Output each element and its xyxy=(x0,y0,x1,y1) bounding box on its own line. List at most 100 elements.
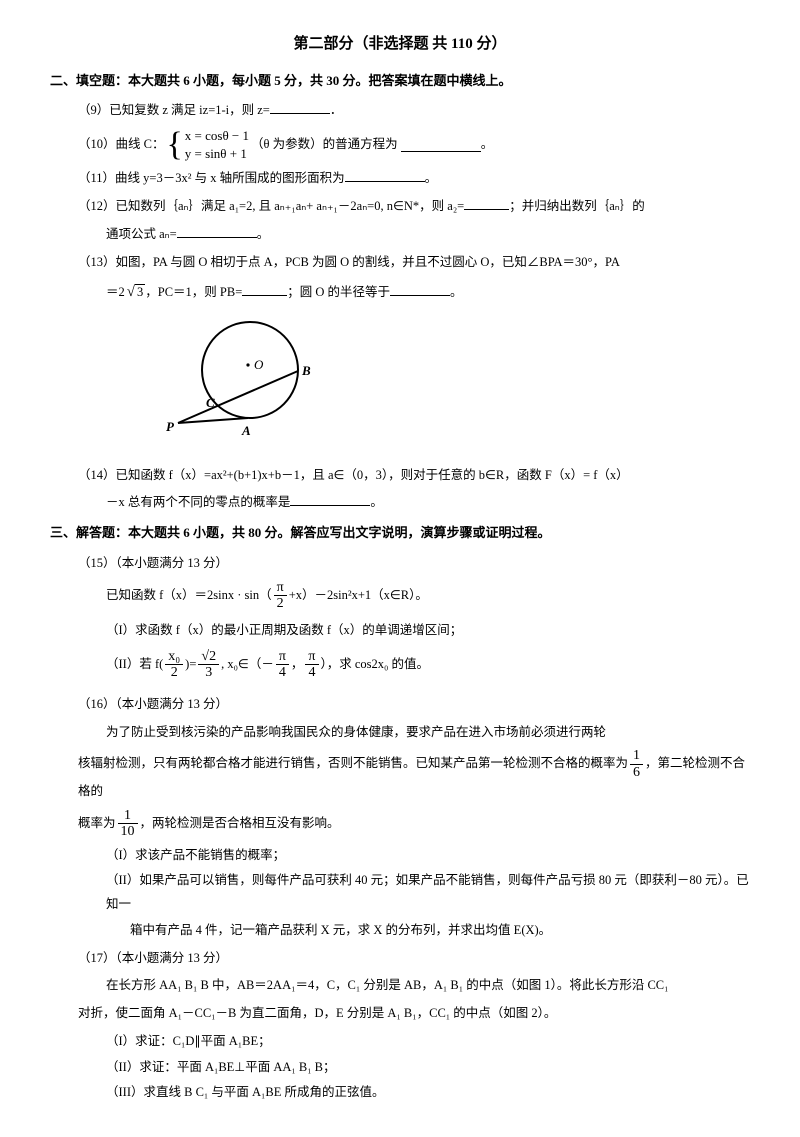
q12b: ；并归纳出数列｛aₙ｝的 xyxy=(509,199,645,213)
question-17-head: （17）（本小题满分 13 分） xyxy=(78,947,750,971)
t: , x₀∈（－ xyxy=(221,657,274,671)
q16-I: （I）求该产品不能销售的概率； xyxy=(106,844,750,868)
q17-I: （I）求证：C₁D∥平面 A₁BE； xyxy=(106,1030,750,1054)
sys-line-2: y = sinθ + 1 xyxy=(185,145,249,163)
fraction: x₀2 xyxy=(165,649,183,681)
question-15-head: （15）（本小题满分 13 分） xyxy=(78,552,750,576)
q15-b1-post: +x）－2sin²x+1（x∈R）。 xyxy=(289,587,428,601)
blank xyxy=(270,101,330,115)
label-P: P xyxy=(166,419,175,434)
blank xyxy=(401,138,481,152)
section-2-heading: 二、填空题：本大题共 6 小题，每小题 5 分，共 30 分。把答案填在题中横线… xyxy=(50,69,750,94)
question-12-line2: 通项公式 aₙ= 。 xyxy=(106,223,750,247)
sys-line-1: x = cosθ − 1 xyxy=(185,127,249,145)
q16-p1: 为了防止受到核污染的产品影响我国民众的身体健康，要求产品在进入市场前必须进行两轮 xyxy=(106,721,750,745)
q12c-tail: 。 xyxy=(257,227,270,241)
q16-p3: 概率为110，两轮检测是否合格相互没有影响。 xyxy=(78,808,750,840)
q13b-post: ，PC＝1，则 PB= xyxy=(145,285,242,299)
t: 概率为 xyxy=(78,816,116,830)
q15-b1-pre: 已知函数 f（x）＝2sinx · sin（ xyxy=(106,587,272,601)
den: 4 xyxy=(276,665,289,680)
section-3-heading: 三、解答题：本大题共 6 小题，共 80 分。解答应写出文字说明，演算步骤或证明… xyxy=(50,521,750,546)
part-title: 第二部分（非选择题 共 110 分） xyxy=(50,30,750,59)
blank xyxy=(345,169,425,183)
t: ），求 cos2x₀ 的值。 xyxy=(321,657,430,671)
fraction: 110 xyxy=(118,808,138,840)
q17-p1: 在长方形 AA₁ B₁ B 中，AB＝2AA₁＝4，C，C₁ 分别是 AB，A₁… xyxy=(106,974,750,998)
num: π xyxy=(276,649,289,665)
question-9: （9）已知复数 z 满足 iz=1-i，则 z= ． xyxy=(78,99,750,123)
q12c: 通项公式 aₙ= xyxy=(106,227,177,241)
radicand: 3 xyxy=(135,284,145,299)
question-13-line2: ＝23，PC＝1，则 PB=；圆 O 的半径等于。 xyxy=(106,278,750,307)
den: 4 xyxy=(305,665,318,680)
t: ，两轮检测是否合格相互没有影响。 xyxy=(140,816,340,830)
q11-text: （11）曲线 y=3－3x² 与 x 轴所围成的图形面积为 xyxy=(78,171,345,185)
q12a: （12）已知数列｛aₙ｝满足 a₁=2, 且 aₙ₊₁aₙ+ aₙ₊₁－2aₙ=… xyxy=(78,199,464,213)
question-13: （13）如图，PA 与圆 O 相切于点 A，PCB 为圆 O 的割线，并且不过圆… xyxy=(78,251,750,275)
label-C: C xyxy=(206,395,215,410)
den: 10 xyxy=(118,824,138,839)
question-10: （10）曲线 C： { x = cosθ − 1 y = sinθ + 1 （θ… xyxy=(78,127,750,163)
q10-tail: 。 xyxy=(481,133,494,157)
t: 核辐射检测，只有两轮都合格才能进行销售，否则不能销售。已知某产品第一轮检测不合格… xyxy=(78,756,628,770)
fraction: √23 xyxy=(198,649,219,681)
question-14-line2: －x 总有两个不同的零点的概率是 。 xyxy=(106,491,750,515)
q13c: ；圆 O 的半径等于 xyxy=(287,285,390,299)
question-14: （14）已知函数 f（x）=ax²+(b+1)x+b－1，且 a∈（0，3），则… xyxy=(78,464,750,488)
num: 1 xyxy=(118,808,138,824)
num: √2 xyxy=(198,649,219,665)
page: 第二部分（非选择题 共 110 分） 二、填空题：本大题共 6 小题，每小题 5… xyxy=(0,0,800,1137)
t: （II）若 f( xyxy=(106,657,163,671)
label-O: O xyxy=(254,357,264,372)
label-B: B xyxy=(301,363,311,378)
q17-II: （II）求证：平面 A₁BE⊥平面 AA₁ B₁ B； xyxy=(106,1056,750,1080)
den: 6 xyxy=(630,765,643,780)
blank xyxy=(177,224,257,238)
question-11: （11）曲线 y=3－3x² 与 x 轴所围成的图形面积为 。 xyxy=(78,167,750,191)
den: 2 xyxy=(274,596,287,611)
q11-tail: 。 xyxy=(425,171,438,185)
sqrt-icon: 3 xyxy=(125,278,145,307)
q13a: （13）如图，PA 与圆 O 相切于点 A，PCB 为圆 O 的割线，并且不过圆… xyxy=(78,255,620,269)
fraction: π2 xyxy=(274,580,287,612)
q13c-tail: 。 xyxy=(450,285,463,299)
blank xyxy=(464,197,509,211)
q9-tail: ． xyxy=(330,103,343,117)
blank xyxy=(290,493,370,507)
blank xyxy=(242,283,287,297)
q16-II: （II）如果产品可以销售，则每件产品可获利 40 元；如果产品不能销售，则每件产… xyxy=(106,869,750,917)
question-16-head: （16）（本小题满分 13 分） xyxy=(78,693,750,717)
circle-diagram: O B C P A xyxy=(160,315,750,454)
blank xyxy=(390,283,450,297)
left-brace-icon: { xyxy=(166,128,182,162)
fraction: 16 xyxy=(630,748,643,780)
q16-p2: 核辐射检测，只有两轮都合格才能进行销售，否则不能销售。已知某产品第一轮检测不合格… xyxy=(78,748,750,804)
q16-IIb: 箱中有产品 4 件，记一箱产品获利 X 元，求 X 的分布列，并求出均值 E(X… xyxy=(130,919,750,943)
fraction: π4 xyxy=(305,649,318,681)
q15-body1: 已知函数 f（x）＝2sinx · sin（π2+x）－2sin²x+1（x∈R… xyxy=(106,580,750,612)
q14b-tail: 。 xyxy=(370,495,383,509)
q15-I: （I）求函数 f（x）的最小正周期及函数 f（x）的单调递增区间； xyxy=(106,619,750,643)
label-A: A xyxy=(241,423,251,438)
diagram-svg: O B C P A xyxy=(160,315,330,445)
num: 1 xyxy=(630,748,643,764)
equation-system: { x = cosθ − 1 y = sinθ + 1 xyxy=(166,127,249,163)
t: )= xyxy=(185,657,196,671)
question-12: （12）已知数列｛aₙ｝满足 a₁=2, 且 aₙ₊₁aₙ+ aₙ₊₁－2aₙ=… xyxy=(78,195,750,219)
num: x₀ xyxy=(165,649,183,665)
q14a: （14）已知函数 f（x）=ax²+(b+1)x+b－1，且 a∈（0，3），则… xyxy=(78,468,629,482)
q17-III: （III）求直线 B C₁ 与平面 A₁BE 所成角的正弦值。 xyxy=(106,1081,750,1105)
t: ， xyxy=(291,657,304,671)
q17-p2: 对折，使二面角 A₁－CC₁－B 为直二面角，D，E 分别是 A₁ B₁，CC₁… xyxy=(78,1002,750,1026)
num: π xyxy=(305,649,318,665)
q14b: －x 总有两个不同的零点的概率是 xyxy=(106,495,290,509)
fraction: π4 xyxy=(276,649,289,681)
q9-text: （9）已知复数 z 满足 iz=1-i，则 z= xyxy=(78,103,270,117)
den: 3 xyxy=(198,665,219,680)
q10-post: （θ 为参数）的普通方程为 xyxy=(251,133,398,157)
q10-pre: （10）曲线 C： xyxy=(78,133,164,157)
den: 2 xyxy=(165,665,183,680)
q15-II: （II）若 f(x₀2)=√23, x₀∈（－π4，π4），求 cos2x₀ 的… xyxy=(106,649,750,681)
num: π xyxy=(274,580,287,596)
